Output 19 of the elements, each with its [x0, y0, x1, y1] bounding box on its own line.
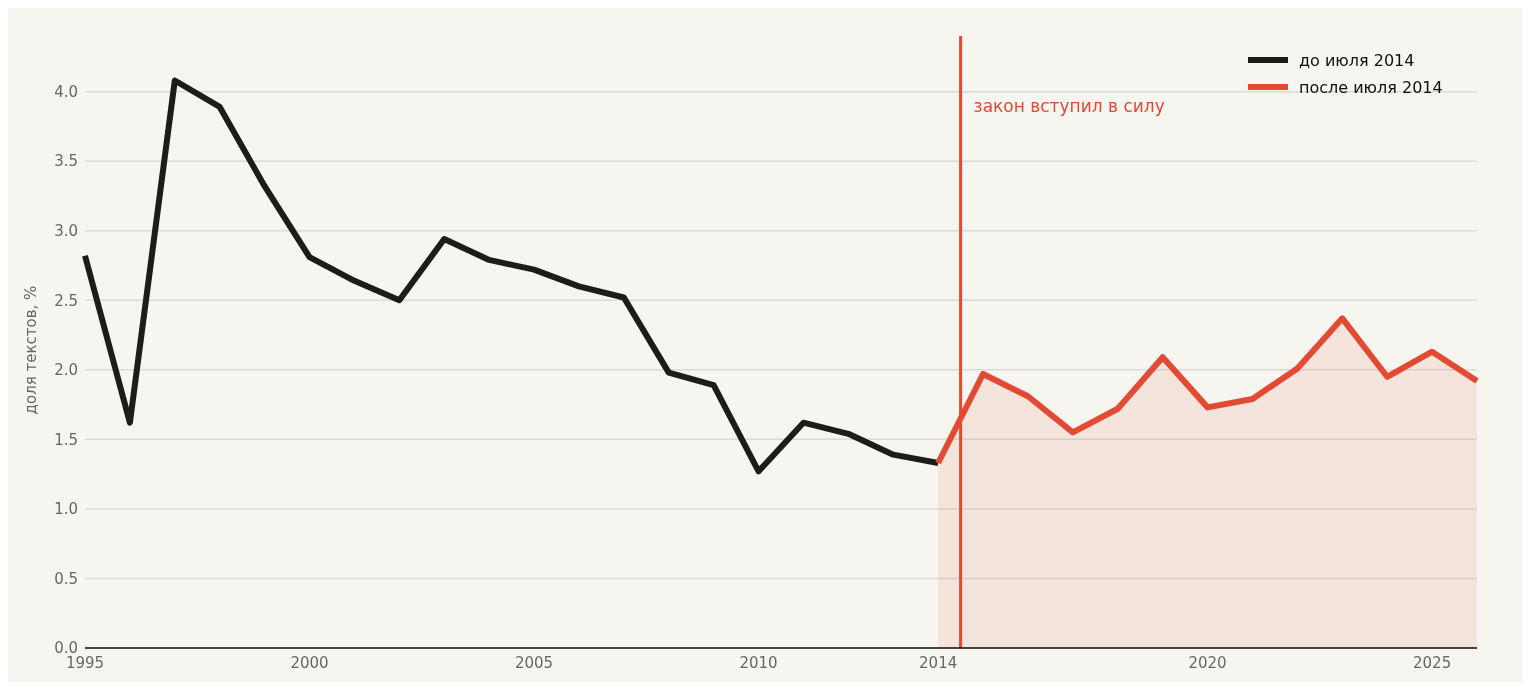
y-tick-label: 0.5	[54, 569, 78, 588]
y-tick-label: 1.0	[54, 500, 78, 519]
x-tick-label: 1995	[65, 654, 105, 672]
x-tick-label: 2020	[1188, 654, 1227, 672]
x-tick-label: 2014	[919, 654, 958, 672]
x-tick-label: 2010	[739, 654, 778, 672]
y-tick-label: 3.5	[54, 152, 78, 171]
y-tick-label: 2.5	[54, 291, 78, 310]
legend-label: после июля 2014	[1299, 77, 1443, 97]
ref-line-label: закон вступил в силу	[973, 96, 1165, 116]
x-tick-label: 2005	[514, 654, 554, 672]
y-axis-title: доля текстов, %	[22, 285, 40, 415]
x-tick-label: 2000	[290, 654, 329, 672]
y-tick-label: 1.5	[54, 430, 78, 449]
legend-label: до июля 2014	[1299, 50, 1415, 70]
y-tick-label: 2.0	[54, 361, 78, 380]
x-tick-label: 2025	[1413, 654, 1452, 672]
y-tick-label: 4.0	[54, 82, 78, 101]
y-tick-label: 3.0	[54, 221, 78, 240]
